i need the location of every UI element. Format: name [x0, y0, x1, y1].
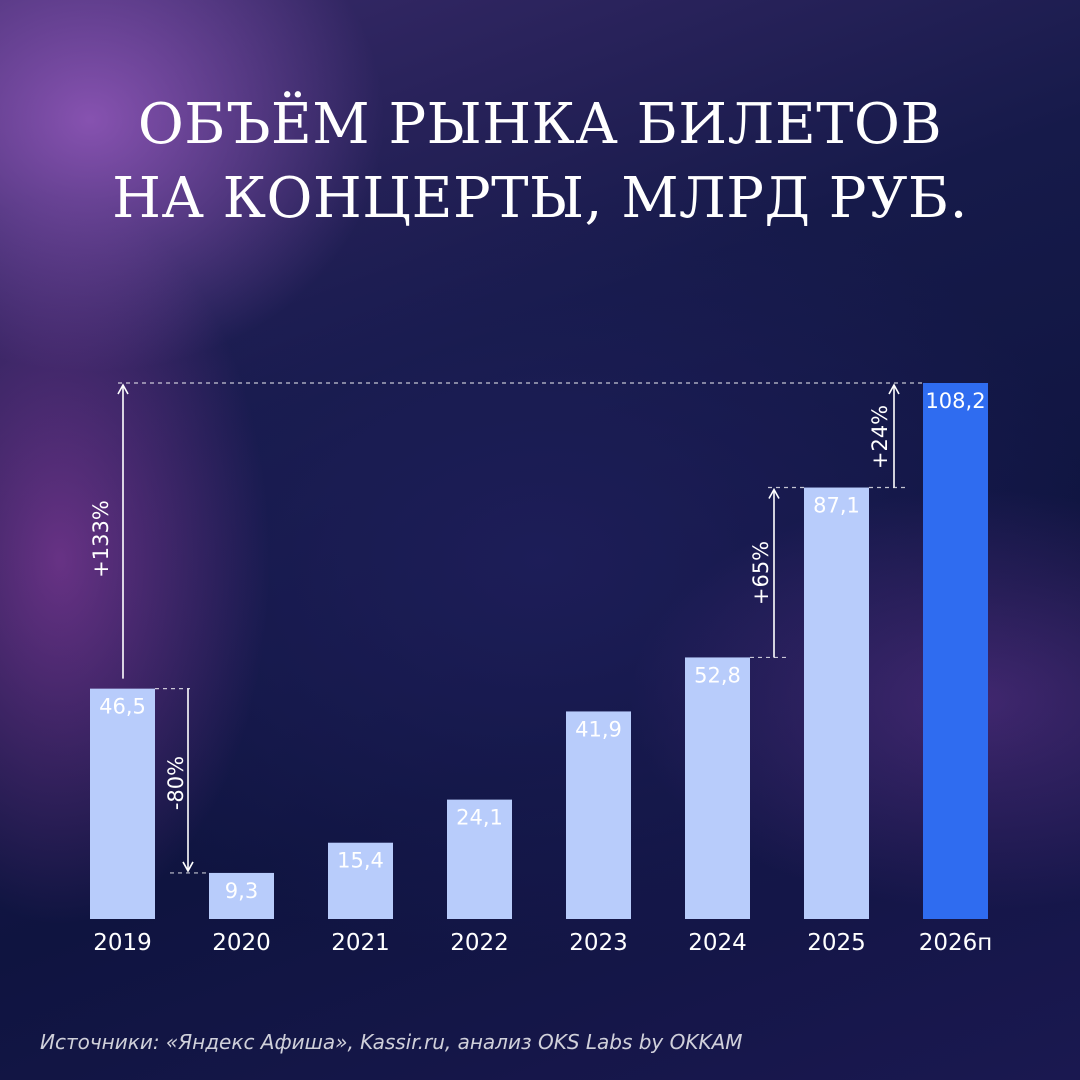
bar-2022 — [447, 799, 512, 919]
bar-2024 — [685, 657, 750, 919]
chart-title-line-2: НА КОНЦЕРТЫ, МЛРД РУБ. — [112, 166, 968, 231]
bar-2021 — [328, 842, 393, 919]
x-tick-2022: 2022 — [450, 930, 509, 956]
arrow-head-24 — [888, 383, 900, 395]
value-label-2021: 15,4 — [337, 849, 384, 873]
bar-2019 — [90, 688, 155, 919]
value-label-2025: 87,1 — [813, 494, 860, 518]
bar-2023 — [566, 711, 631, 919]
x-tick-2019: 2019 — [93, 930, 152, 956]
x-tick-2021: 2021 — [331, 930, 390, 956]
x-tick-2025: 2025 — [807, 930, 866, 956]
source-note: Источники: «Яндекс Афиша», Kassir.ru, ан… — [40, 1030, 743, 1054]
x-tick-2024: 2024 — [688, 930, 747, 956]
x-tick-2020: 2020 — [212, 930, 271, 956]
change-label-65: +65% — [749, 541, 773, 605]
x-tick-2023: 2023 — [569, 930, 628, 956]
value-label-2020: 9,3 — [225, 879, 258, 903]
value-label-2024: 52,8 — [694, 663, 741, 687]
arrow-head-65 — [768, 487, 780, 499]
arrow-head-80 — [182, 861, 194, 873]
change-label-80: -80% — [164, 756, 188, 810]
value-label-2022: 24,1 — [456, 806, 503, 830]
bar-2020 — [209, 872, 274, 919]
change-label-133: +133% — [89, 500, 113, 578]
bar-2026п — [923, 383, 988, 919]
value-label-2023: 41,9 — [575, 717, 622, 741]
x-tick-2026п: 2026п — [919, 930, 993, 956]
chart-title-line-1: ОБЪЁМ РЫНКА БИЛЕТОВ — [137, 92, 943, 157]
bar-2025 — [804, 487, 869, 919]
arrow-head-133 — [117, 383, 129, 395]
change-label-24: +24% — [868, 405, 892, 469]
chart-title: ОБЪЁМ РЫНКА БИЛЕТОВ НА КОНЦЕРТЫ, МЛРД РУ… — [0, 88, 1080, 236]
value-label-2026п: 108,2 — [925, 389, 985, 413]
value-label-2019: 46,5 — [99, 695, 146, 719]
